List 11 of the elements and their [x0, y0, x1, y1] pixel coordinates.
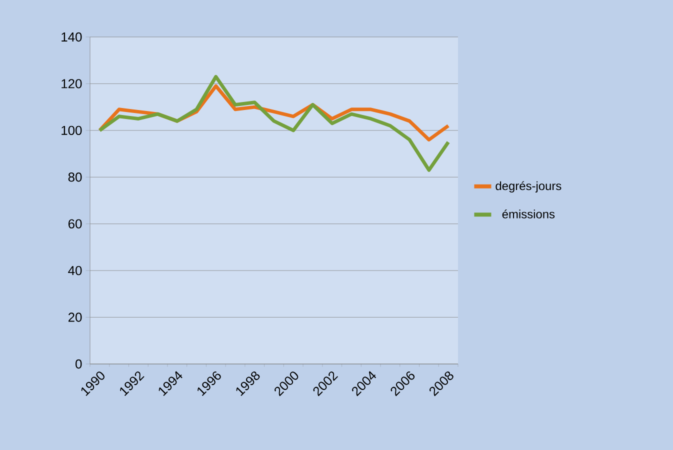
legend-label: degrés-jours	[496, 181, 562, 193]
y-tick-label: 20	[68, 312, 82, 322]
y-tick-label: 120	[62, 79, 82, 88]
y-tick-label: 100	[62, 126, 82, 135]
y-tick-label: 140	[62, 32, 82, 42]
y-tick-label: 80	[68, 172, 82, 182]
legend-label: émissions	[502, 209, 555, 218]
y-tick-label: 0	[76, 359, 82, 369]
line-series	[98, 74, 450, 172]
y-tick-label: 60	[68, 219, 82, 228]
y-tick-label: 40	[68, 266, 82, 276]
